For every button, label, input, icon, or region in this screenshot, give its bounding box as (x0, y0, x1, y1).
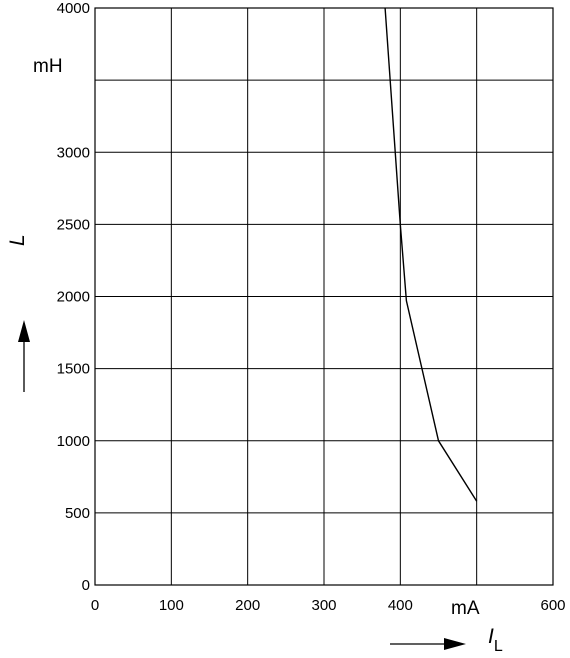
y-tick-label: 1000 (57, 433, 90, 450)
x-tick-labels: 0 100 200 300 400 600 (91, 597, 566, 614)
y-unit-label: mH (33, 56, 63, 77)
y-tick-label: 3000 (57, 144, 90, 161)
series-line (384, 7, 478, 502)
y-tick-label: 2000 (57, 289, 90, 306)
y-tick-label: 1500 (57, 361, 90, 378)
x-tick-label: 600 (540, 597, 565, 614)
x-tick-label: 200 (235, 597, 260, 614)
x-tick-label: 300 (311, 597, 336, 614)
y-tick-label: 4000 (57, 0, 90, 17)
y-tick-label: 500 (65, 505, 90, 522)
x-axis-arrow (390, 638, 466, 650)
y-axis-label: L (6, 234, 29, 246)
x-axis-label: IL (488, 625, 503, 655)
y-tick-label: 0 (82, 577, 90, 594)
y-tick-label: 2500 (57, 216, 90, 233)
x-tick-label: 0 (91, 597, 99, 614)
x-tick-label: 400 (388, 597, 413, 614)
y-tick-labels: 0 500 1000 1500 2000 2500 3000 4000 (57, 0, 90, 594)
plot-frame (94, 7, 554, 586)
y-axis-arrow (18, 320, 30, 392)
x-tick-label: 100 (159, 597, 184, 614)
grid (94, 7, 554, 586)
x-unit-label: mA (451, 598, 480, 619)
